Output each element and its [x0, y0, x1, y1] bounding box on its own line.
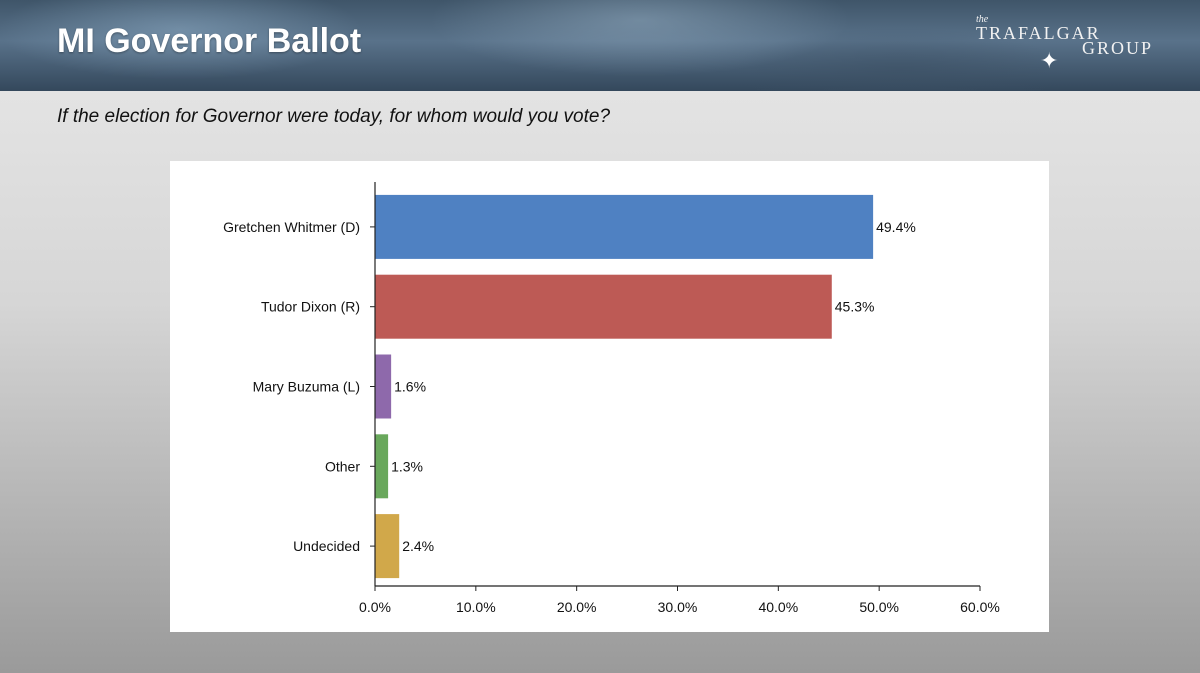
- logo-the-text: the: [976, 14, 989, 25]
- category-label: Other: [325, 458, 360, 474]
- bar-value-label: 45.3%: [835, 299, 875, 315]
- logo-line2-text: GROUP: [1082, 38, 1154, 58]
- x-tick-label: 30.0%: [658, 599, 698, 615]
- x-tick-label: 60.0%: [960, 599, 1000, 615]
- survey-question: If the election for Governor were today,…: [57, 106, 611, 127]
- header-banner: MI Governor Ballot the TRAFALGAR GROUP ✦: [0, 0, 1200, 91]
- bar-4: [375, 434, 389, 499]
- category-label: Undecided: [293, 538, 360, 554]
- category-label: Mary Buzuma (L): [253, 379, 360, 395]
- slide-title: MI Governor Ballot: [57, 22, 362, 60]
- bar-3: [375, 354, 392, 419]
- bar-chart: 49.4% Gretchen Whitmer (D) 45.3% Tudor Dixo…: [223, 182, 1000, 615]
- trafalgar-group-logo: the TRAFALGAR GROUP ✦: [972, 14, 1162, 76]
- bar-1: [375, 194, 874, 259]
- x-tick-label: 10.0%: [456, 599, 496, 615]
- logo-line1-text: TRAFALGAR: [976, 23, 1101, 43]
- category-label: Gretchen Whitmer (D): [223, 219, 360, 235]
- bar-value-label: 49.4%: [876, 219, 916, 235]
- compass-rose-icon: ✦: [1040, 48, 1059, 73]
- x-tick-label: 40.0%: [758, 599, 798, 615]
- bar-5: [375, 514, 400, 579]
- x-tick-label: 0.0%: [359, 599, 391, 615]
- chart-panel: 49.4% Gretchen Whitmer (D) 45.3% Tudor Dixo…: [170, 161, 1049, 632]
- bar-value-label: 1.6%: [394, 379, 426, 395]
- bar-value-label: 1.3%: [391, 458, 423, 474]
- bar-2: [375, 274, 832, 339]
- x-tick-label: 50.0%: [859, 599, 899, 615]
- category-label: Tudor Dixon (R): [261, 299, 360, 315]
- bar-value-label: 2.4%: [402, 538, 434, 554]
- x-tick-label: 20.0%: [557, 599, 597, 615]
